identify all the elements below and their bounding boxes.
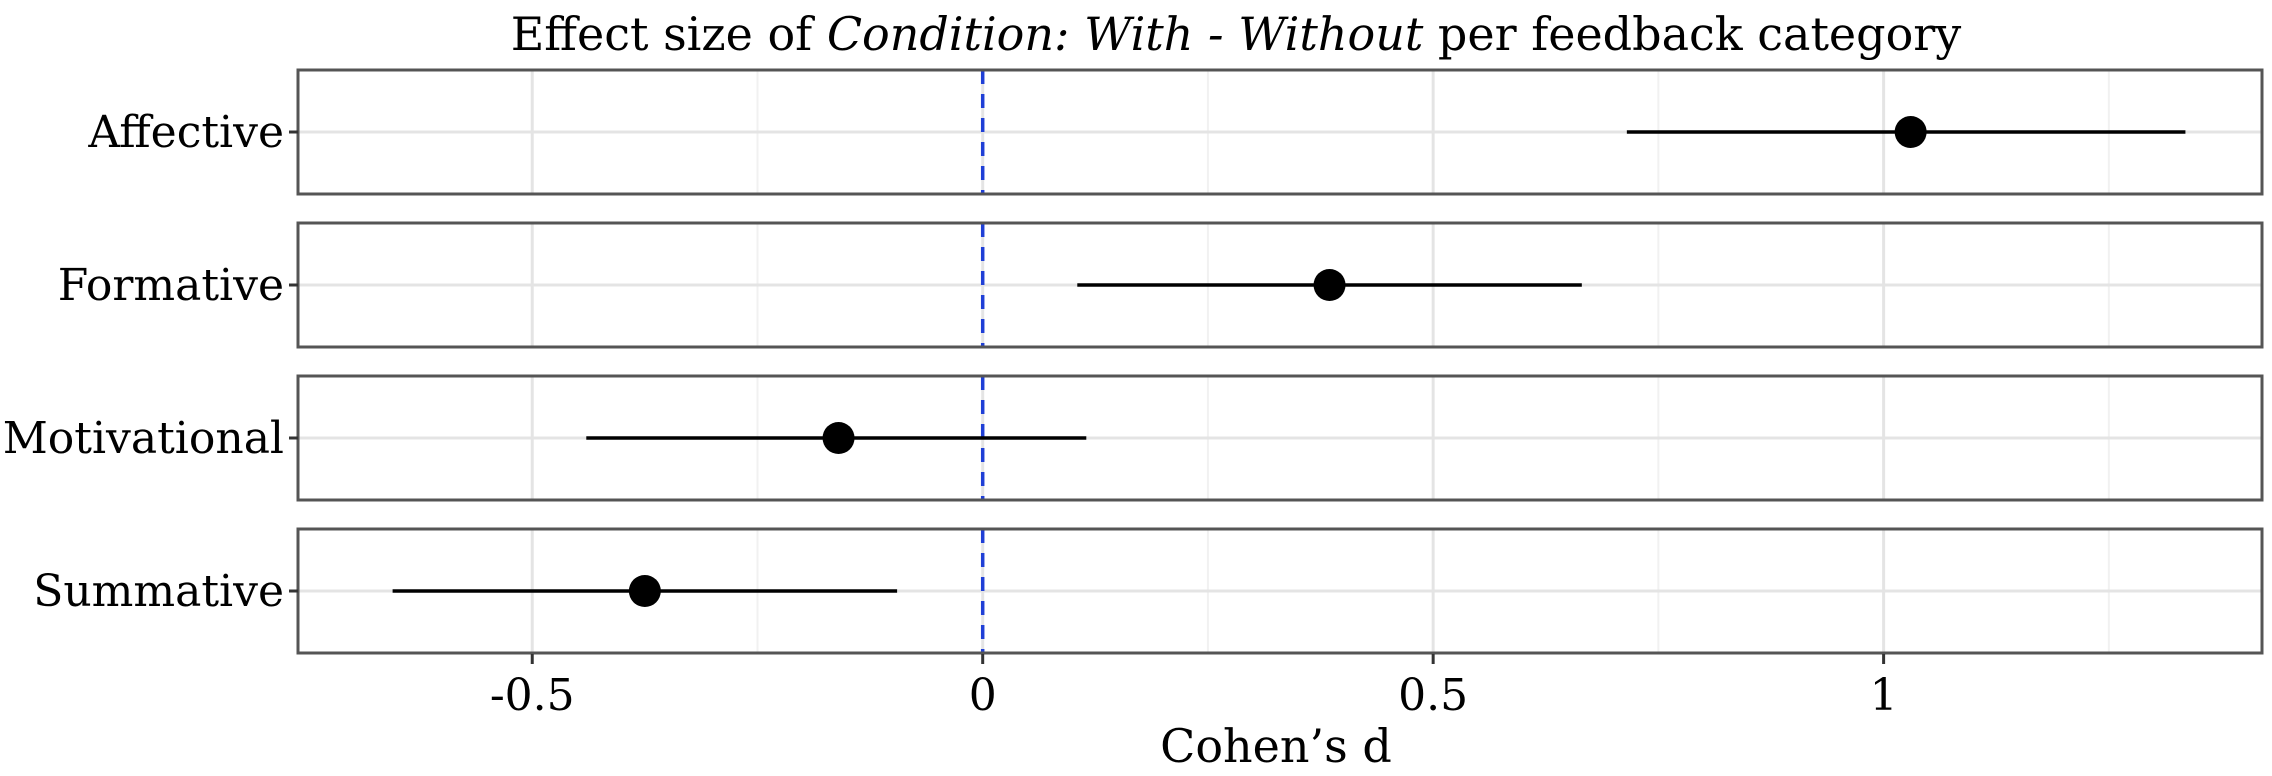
category-label-motivational: Motivational [3,413,284,464]
chart-title-suffix: per feedback category [1423,7,1961,61]
panel-formative: Formative [58,221,2264,349]
panel-motivational: Motivational [3,374,2264,502]
point-estimate-motivational [822,422,855,454]
point-estimate-formative [1313,269,1346,301]
panels-group: Affective Formative Motivational Summative [3,68,2264,655]
category-label-summative: Summative [33,566,284,617]
point-estimate-summative [628,575,661,607]
category-label-formative: Formative [58,260,284,311]
chart-title-italic: Condition: With - Without [827,7,1424,61]
chart-title: Effect size of Condition: With - Without… [511,7,1962,61]
category-label-affective: Affective [87,107,284,158]
x-axis-title: Cohen’s d [1160,719,1392,773]
point-estimate-affective [1894,116,1927,148]
chart-title-prefix: Effect size of [511,7,827,61]
panel-affective: Affective [87,68,2264,196]
x-axis: -0.5 0 0.5 1 [490,654,1898,721]
x-tick-label: 0 [969,670,997,721]
x-tick-label: -0.5 [490,670,575,721]
panel-summative: Summative [33,527,2264,655]
x-tick-label: 1 [1870,670,1898,721]
x-tick-label: 0.5 [1398,670,1468,721]
